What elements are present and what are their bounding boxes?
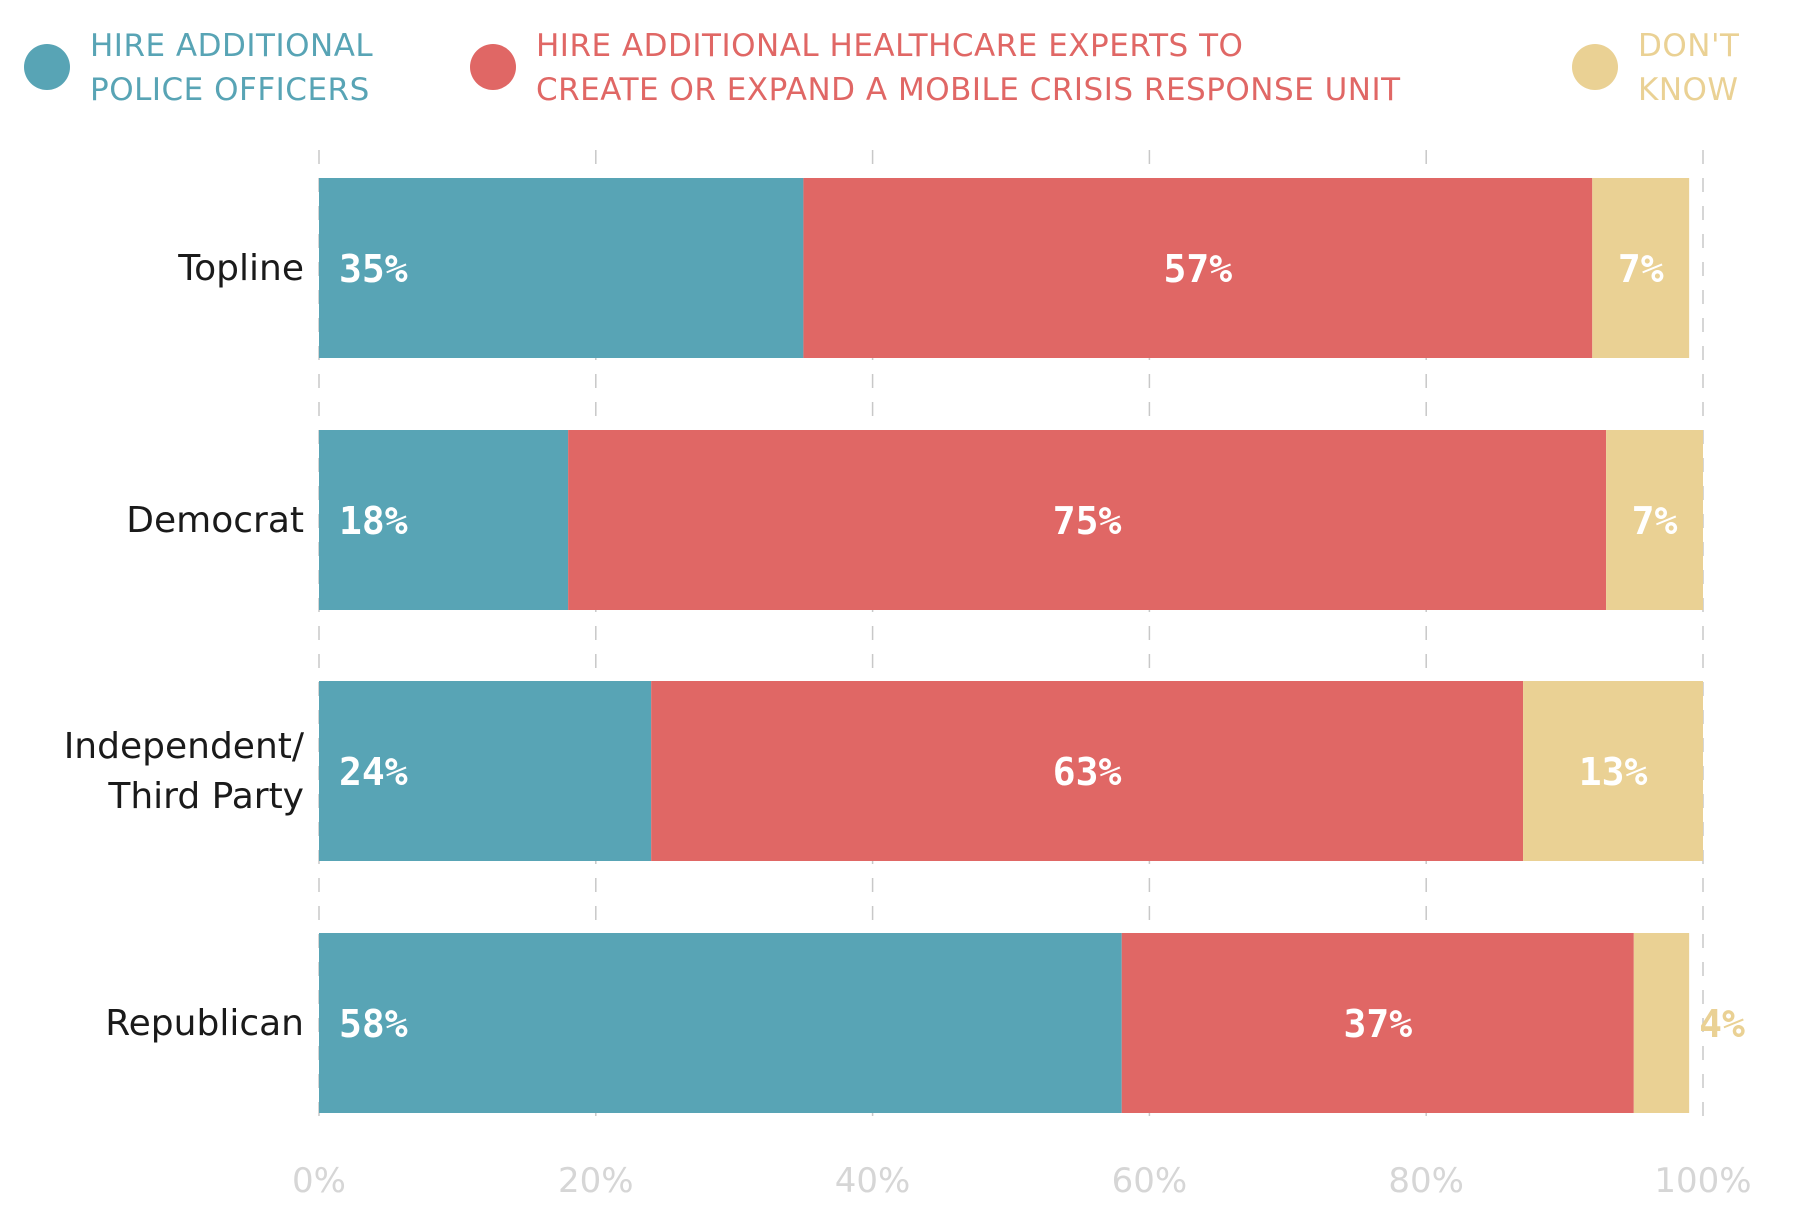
legend-item-healthcare: HIRE ADDITIONAL HEALTHCARE EXPERTS TO CRE… — [470, 24, 1401, 112]
legend-swatch-dont-know — [1572, 44, 1618, 90]
legend-label-dont-know: DON'T KNOW — [1638, 28, 1740, 108]
data-label: 57% — [1164, 247, 1233, 291]
legend-item-dont-know: DON'T KNOW — [1572, 24, 1739, 112]
data-label: 7% — [1618, 247, 1664, 291]
data-label: 35% — [339, 247, 408, 291]
x-tick-label: 60% — [1112, 1161, 1188, 1201]
category-label: Republican — [105, 1003, 304, 1044]
bar-segment-healthcare — [568, 430, 1607, 610]
data-label: 24% — [339, 750, 408, 794]
bar-segment-dont-know — [1592, 178, 1690, 358]
bar-segment-dont-know — [1633, 933, 1690, 1113]
bar-segment-dont-know — [1523, 681, 1703, 861]
legend-item-police: HIRE ADDITIONAL POLICE OFFICERS — [24, 24, 373, 112]
bar-segment-healthcare — [803, 178, 1593, 358]
bar-segment-police — [319, 933, 1122, 1113]
legend-swatch-healthcare — [470, 44, 516, 90]
legend-label-police: HIRE ADDITIONAL POLICE OFFICERS — [90, 28, 374, 108]
legend-swatch-police — [24, 44, 70, 90]
bar-segment-police — [319, 178, 804, 358]
category-label: Democrat — [126, 500, 304, 541]
bar-segment-police — [319, 681, 652, 861]
data-label: 18% — [339, 499, 408, 543]
bar-segment-healthcare — [1121, 933, 1634, 1113]
data-label: 63% — [1053, 750, 1122, 794]
x-tick-label: 20% — [558, 1161, 634, 1201]
x-tick-label: 80% — [1388, 1161, 1464, 1201]
category-label: Third Party — [107, 776, 304, 817]
data-label: 7% — [1632, 499, 1678, 543]
data-label: 75% — [1053, 499, 1122, 543]
bar-segment-dont-know — [1606, 430, 1703, 610]
category-label: Independent/ — [64, 726, 305, 767]
x-tick-label: 0% — [292, 1161, 346, 1201]
legend-label-healthcare: HIRE ADDITIONAL HEALTHCARE EXPERTS TO CRE… — [536, 28, 1401, 108]
x-tick-label: 100% — [1654, 1161, 1751, 1201]
data-label: 58% — [339, 1002, 408, 1046]
x-tick-label: 40% — [835, 1161, 911, 1201]
data-label: 37% — [1343, 1002, 1412, 1046]
category-label: Topline — [177, 248, 304, 289]
bar-segment-healthcare — [651, 681, 1524, 861]
data-label: 13% — [1579, 750, 1648, 794]
data-label: 4% — [1699, 1002, 1745, 1046]
bar-segment-police — [319, 430, 569, 610]
